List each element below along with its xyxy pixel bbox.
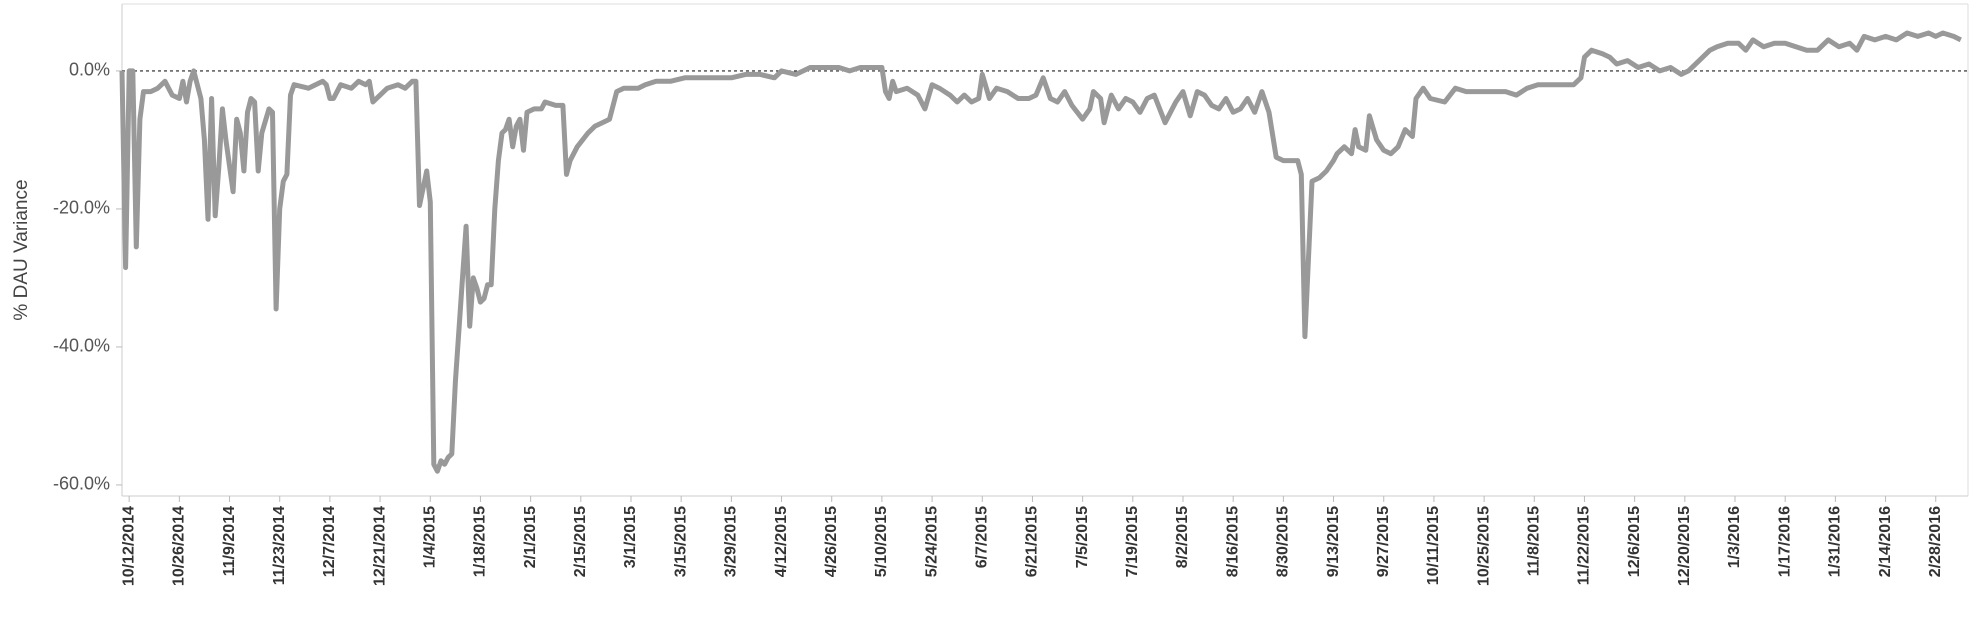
x-tick-label: 3/15/2015: [672, 506, 689, 577]
x-tick-label: 2/15/2015: [572, 506, 589, 577]
x-tick-label: 12/7/2014: [321, 506, 338, 577]
x-tick-label: 10/12/2014: [120, 506, 137, 586]
x-tick-label: 8/16/2015: [1224, 506, 1241, 577]
x-tick-label: 1/4/2015: [421, 506, 438, 568]
x-tick-label: 12/20/2015: [1676, 506, 1693, 586]
x-tick-label: 12/6/2015: [1626, 506, 1643, 577]
x-tick-label: 5/24/2015: [923, 506, 940, 577]
x-tick-label: 12/21/2014: [371, 506, 388, 586]
x-tick-label: 2/28/2016: [1927, 506, 1944, 577]
x-tick-label: 4/12/2015: [773, 506, 790, 577]
x-tick-label: 11/23/2014: [271, 506, 288, 585]
x-tick-label: 1/31/2016: [1827, 506, 1844, 577]
x-tick-label: 11/9/2014: [221, 506, 238, 576]
x-tick-label: 9/13/2015: [1325, 506, 1342, 577]
x-tick-label: 8/2/2015: [1174, 506, 1191, 568]
x-tick-label: 6/7/2015: [973, 506, 990, 568]
x-tick-label: 1/3/2016: [1726, 506, 1743, 568]
x-tick-label: 3/1/2015: [622, 506, 639, 568]
x-tick-label: 7/5/2015: [1074, 506, 1091, 568]
x-tick-label: 2/14/2016: [1877, 506, 1894, 577]
x-tick-label: 1/17/2016: [1776, 506, 1793, 577]
x-tick-label: 4/26/2015: [823, 506, 840, 577]
x-tick-label: 11/22/2015: [1576, 506, 1593, 585]
x-tick-label: 11/8/2015: [1525, 506, 1542, 576]
x-tick-label: 10/11/2015: [1425, 506, 1442, 585]
y-tick-label: -40.0%: [53, 336, 110, 356]
x-tick-label: 8/30/2015: [1275, 506, 1292, 577]
x-tick-label: 7/19/2015: [1124, 506, 1141, 577]
x-tick-label: 9/27/2015: [1375, 506, 1392, 577]
x-tick-label: 3/29/2015: [723, 506, 740, 577]
x-tick-label: 1/18/2015: [472, 506, 489, 577]
y-axis-title: % DAU Variance: [11, 179, 32, 320]
x-tick-label: 2/1/2015: [522, 506, 539, 568]
x-tick-label: 10/26/2014: [171, 506, 188, 586]
x-tick-label: 6/21/2015: [1024, 506, 1041, 577]
x-tick-label: 5/10/2015: [873, 506, 890, 577]
y-tick-label: -60.0%: [53, 474, 110, 494]
x-tick-label: 10/25/2015: [1475, 506, 1492, 586]
y-tick-label: 0.0%: [69, 60, 110, 80]
y-tick-label: -20.0%: [53, 198, 110, 218]
data-line: [119, 30, 1962, 474]
